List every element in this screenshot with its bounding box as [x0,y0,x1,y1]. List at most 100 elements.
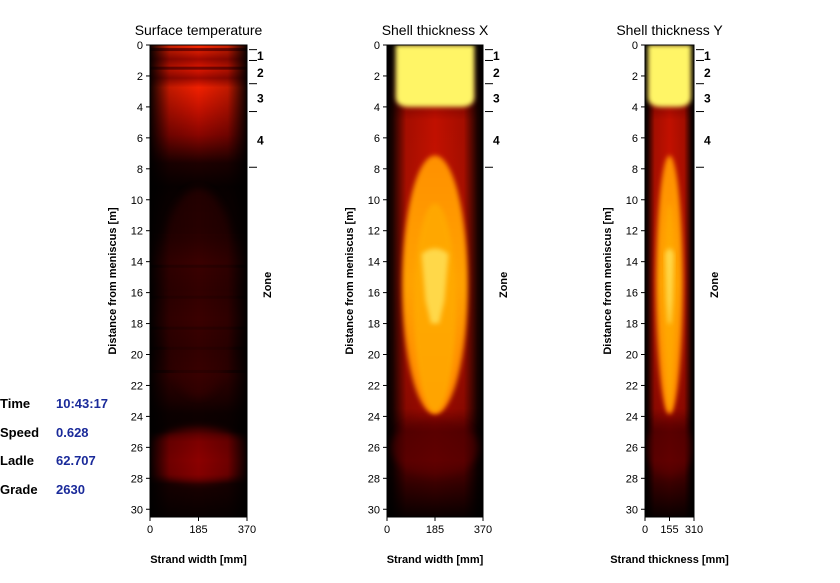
x-axis-label: Strand width [mm] [150,554,247,566]
y-tick-label: 18 [131,319,143,331]
y-tick-label: 2 [137,71,143,83]
y-tick-label: 8 [632,164,638,176]
x-tick-label: 370 [238,524,256,536]
chart-title: Surface temperature [135,22,263,38]
y-axis-label: Distance from meniscus [m] [344,207,356,355]
zone-label: 4 [704,133,711,147]
y-tick-label: 6 [137,133,143,145]
status-speed: Speed 0.628 [0,425,140,454]
y-axis-label: Distance from meniscus [m] [107,207,119,355]
y-tick-label: 26 [131,442,143,454]
ladle-value: 62.707 [56,453,96,468]
y-tick-label: 24 [626,411,638,423]
y-tick-label: 4 [137,102,143,114]
y-tick-label: 26 [368,442,380,454]
y-tick-label: 8 [374,164,380,176]
y-tick-label: 14 [626,257,638,269]
status-panel: Time 10:43:17 Speed 0.628 Ladle 62.707 G… [0,396,140,510]
y-tick-label: 0 [137,40,143,52]
heat-blob [391,420,479,475]
y-axis-label: Distance from meniscus [m] [602,207,614,355]
zone-axis-label: Zone [498,272,510,298]
zone-label: 3 [257,92,264,106]
y-tick-label: 8 [137,164,143,176]
y-tick-label: 10 [368,195,380,207]
speed-label: Speed [0,424,40,440]
zone-label: 1 [704,49,711,63]
y-tick-label: 18 [626,319,638,331]
x-tick-label: 370 [474,524,492,536]
y-tick-label: 6 [374,133,380,145]
y-tick-label: 4 [374,102,380,114]
time-value: 10:43:17 [56,396,109,411]
y-tick-label: 22 [368,380,380,392]
y-tick-label: 2 [374,71,380,83]
y-tick-label: 12 [368,226,380,238]
zone-label: 4 [493,133,500,147]
y-tick-label: 2 [632,71,638,83]
x-tick-label: 185 [426,524,444,536]
y-tick-label: 22 [626,380,638,392]
y-tick-label: 6 [632,133,638,145]
y-tick-label: 0 [374,40,380,52]
y-tick-label: 18 [368,319,380,331]
zone-axis-label: Zone [262,272,274,298]
zone-label: 1 [493,49,500,63]
zone-label: 3 [493,92,500,106]
zone-label: 4 [257,133,264,147]
y-tick-label: 30 [368,504,380,516]
y-tick-label: 24 [131,411,143,423]
zone-label: 1 [257,49,264,63]
heatmap-2 [387,45,483,517]
chart-title: Shell thickness Y [616,22,723,38]
y-tick-label: 28 [626,473,638,485]
zone-label: 2 [704,66,711,80]
heat-cap [647,45,692,107]
speed-value: 0.628 [56,424,89,440]
zone-axis-label: Zone [709,272,721,298]
x-tick-label: 155 [660,524,678,536]
y-tick-label: 22 [131,380,143,392]
y-tick-label: 14 [131,257,143,269]
zone-label: 2 [493,66,500,80]
y-tick-label: 20 [626,350,638,362]
heatmap-3 [645,45,694,517]
x-axis-label: Strand thickness [mm] [610,554,729,566]
y-tick-label: 10 [131,195,143,207]
heat-hotspot [665,248,674,324]
status-time: Time 10:43:17 [0,396,140,425]
grade-value: 2630 [56,481,85,497]
status-grade: Grade 2630 [0,482,140,511]
y-tick-label: 28 [131,473,143,485]
y-tick-label: 20 [368,350,380,362]
heatmap-1 [150,45,247,517]
status-ladle: Ladle 62.707 [0,453,140,482]
y-tick-label: 26 [626,442,638,454]
x-tick-label: 0 [384,524,390,536]
heat-blob [647,420,692,475]
x-tick-label: 310 [685,524,703,536]
zone-label: 2 [257,66,264,80]
y-tick-label: 28 [368,473,380,485]
x-tick-label: 185 [189,524,207,536]
y-tick-label: 30 [131,504,143,516]
y-tick-label: 14 [368,257,380,269]
time-label: Time [0,396,31,411]
y-tick-label: 4 [632,102,638,114]
heat-edge-shade [150,45,247,517]
y-tick-label: 0 [632,40,638,52]
y-tick-label: 16 [131,288,143,300]
y-tick-label: 30 [626,504,638,516]
y-tick-label: 10 [626,195,638,207]
chart-title: Shell thickness X [382,22,489,38]
y-tick-label: 20 [131,350,143,362]
heat-hotspot [421,248,449,324]
y-tick-label: 16 [626,288,638,300]
x-axis-label: Strand width [mm] [387,554,484,566]
grade-label: Grade [0,481,38,497]
y-tick-label: 16 [368,288,380,300]
y-tick-label: 12 [626,226,638,238]
zone-label: 3 [704,92,711,106]
y-tick-label: 24 [368,411,380,423]
